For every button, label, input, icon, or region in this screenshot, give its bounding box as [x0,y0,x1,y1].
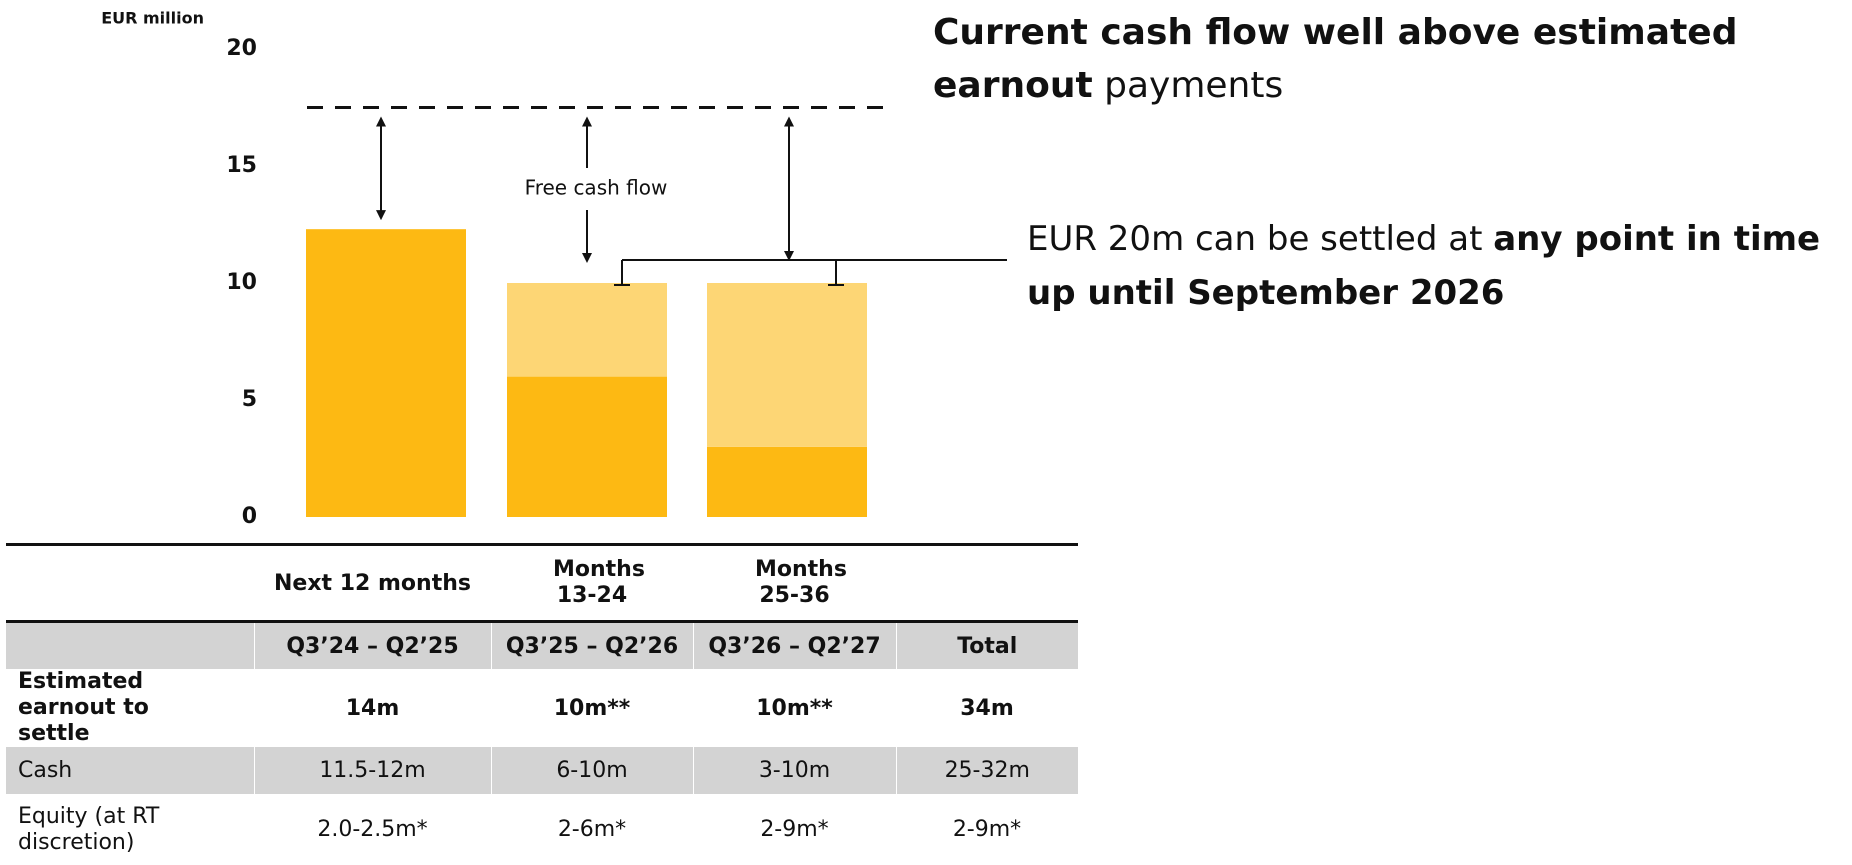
table-cell: 10m** [553,695,631,721]
bar-segment [707,446,867,517]
bar-segment [507,283,667,377]
bar-segment [507,376,667,517]
y-tick-label: 10 [226,270,257,295]
table-cell: Estimated earnout to settle [18,669,149,746]
period-label: Next 12 months [254,544,491,623]
table-cell: 2.0-2.5m* [317,817,428,842]
table-cell: 11.5-12m [253,747,491,794]
annotation: Free cash flow [525,176,668,200]
table-cell: 25-32m [895,747,1078,794]
table-cell: 34m [960,695,1014,721]
table-cell: 2-9m* [760,817,829,842]
table-row: Equity (at RT discretion) 2.0-2.5m* 2-6m* 2… [6,794,1078,865]
table-cell: 6-10m [490,747,693,794]
header-cell: Q3’24 – Q2’25 [253,621,491,669]
header-row: Q3’24 – Q2’25 Q3’25 – Q2’26 Q3’26 – Q2’27 T… [6,621,1078,669]
table-cell: 10m** [756,695,833,721]
cell [6,544,254,623]
y-tick-label: 15 [226,153,257,178]
header-cell: Q3’25 – Q2’26 [490,621,693,669]
y-tick-label: 5 [242,387,257,412]
header-cell: Total [895,621,1078,669]
y-tick-label: 20 [226,36,257,61]
table-row: Cash 11.5-12m 6-10m 3-10m 25-32m [6,747,1078,794]
cell [896,544,1078,623]
table-cell: 3-10m [692,747,896,794]
period-row: Next 12 months Months 13-24 Months 25-36 [6,544,1078,623]
bar-segment [707,283,867,447]
header-cell: Q3’26 – Q2’27 [692,621,896,669]
period-label: Months 25-36 [693,544,896,623]
cell [6,621,254,669]
bold-text: any point in time up until September 202… [1027,219,1821,313]
plain-text: EUR 20m can be settled at [1027,219,1483,259]
period-label: Months 13-24 [491,544,693,623]
table-cell: 14m [345,695,400,721]
plain-text: payments [1104,65,1284,106]
headline: Current cash flow well above estimated e… [933,6,1833,112]
chart: EUR million 0 5 10 15 20 Free cash flow [101,9,1007,529]
table-cell: 2-9m* [952,817,1022,842]
table-cell: Cash [6,747,254,794]
table-row: Estimated earnout to settle 14m 10m** 10m**… [6,669,1078,747]
table-cell: 2-6m* [557,817,627,842]
y-axis-label: EUR million [101,9,204,28]
table-cell: Equity (at RT discretion) [18,803,160,855]
bar-segment [306,229,466,517]
earnout-table: Next 12 months Months 13-24 Months 25-36 Q3… [6,543,1078,865]
note: EUR 20m can be settled at any point in t… [1027,212,1852,320]
y-tick-label: 0 [242,504,257,529]
bold-text: Current cash flow well above estimated e… [933,12,1738,106]
